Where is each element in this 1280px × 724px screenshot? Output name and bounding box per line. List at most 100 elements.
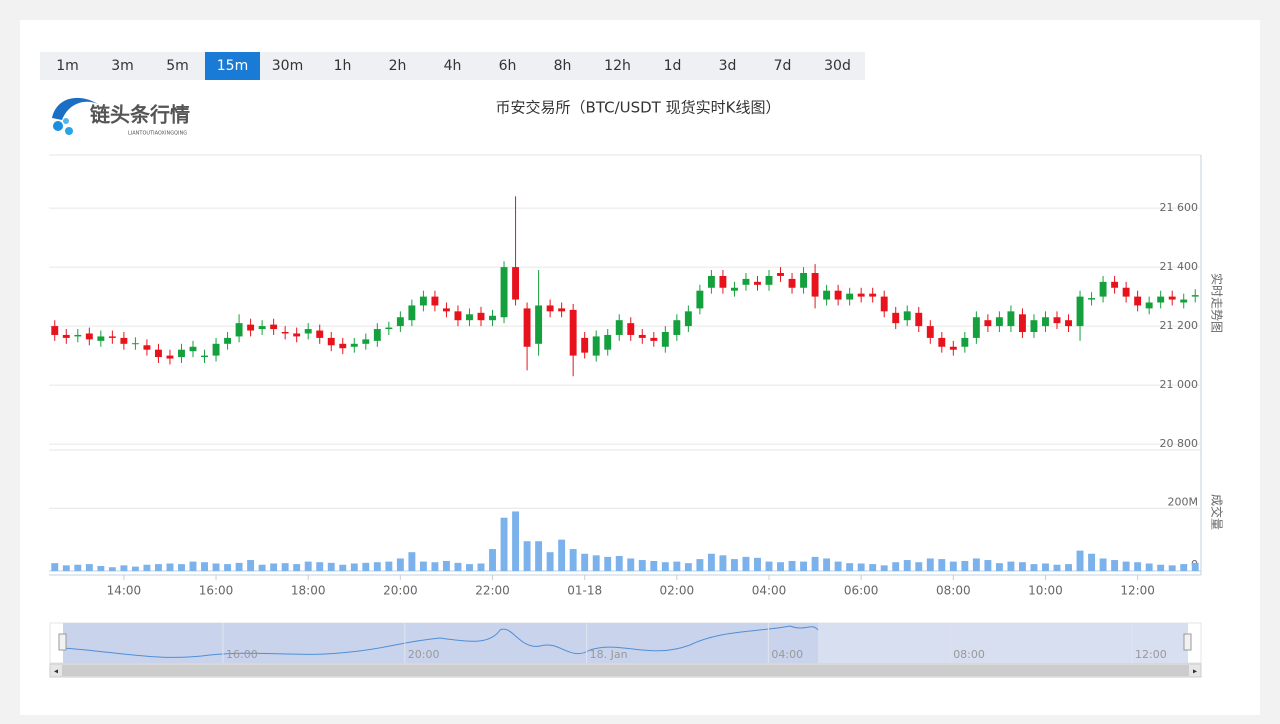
candle-body bbox=[270, 324, 278, 330]
candle-body bbox=[512, 267, 520, 300]
interval-button[interactable] bbox=[535, 52, 590, 80]
volume-bar bbox=[131, 566, 139, 571]
volume-bar bbox=[1007, 561, 1015, 571]
candle-body bbox=[696, 290, 704, 309]
interval-label[interactable]: 12h bbox=[604, 58, 631, 74]
interval-button[interactable] bbox=[315, 52, 370, 80]
candle-body bbox=[569, 309, 577, 356]
volume-bar bbox=[1122, 561, 1130, 571]
interval-label[interactable]: 3m bbox=[111, 58, 134, 74]
logo-wave bbox=[52, 97, 98, 120]
interval-label[interactable]: 4h bbox=[444, 58, 462, 74]
interval-button[interactable] bbox=[150, 52, 205, 80]
interval-label[interactable]: 3d bbox=[719, 58, 737, 74]
candle-body bbox=[304, 329, 312, 334]
volume-bar bbox=[903, 560, 911, 571]
volume-bar bbox=[823, 558, 831, 571]
interval-button[interactable] bbox=[260, 52, 315, 80]
candle-body bbox=[489, 315, 496, 321]
interval-label[interactable]: 1m bbox=[56, 58, 79, 74]
scroll-arrow[interactable]: ▸ bbox=[1193, 667, 1197, 676]
candle-body bbox=[592, 336, 600, 356]
candle-body bbox=[938, 337, 946, 347]
scroll-arrow[interactable]: ◂ bbox=[54, 667, 58, 676]
scrollbar-thumb[interactable] bbox=[62, 665, 1189, 676]
volume-bar bbox=[304, 561, 312, 571]
volume-bar bbox=[97, 565, 105, 571]
volume-bar bbox=[1145, 563, 1153, 571]
volume-bar bbox=[1018, 562, 1026, 571]
candle-body bbox=[1134, 296, 1142, 306]
x-tick-label: 06:00 bbox=[844, 584, 879, 598]
candle-body bbox=[500, 267, 508, 318]
volume-bar bbox=[327, 562, 335, 571]
interval-label[interactable]: 7d bbox=[774, 58, 792, 74]
volume-bar bbox=[166, 563, 174, 571]
interval-button[interactable] bbox=[205, 52, 260, 80]
interval-label[interactable]: 1h bbox=[334, 58, 352, 74]
volume-bar bbox=[684, 563, 692, 571]
navigator-label: 12:00 bbox=[1135, 648, 1167, 661]
interval-button[interactable] bbox=[425, 52, 480, 80]
interval-button[interactable] bbox=[810, 52, 865, 80]
candle-body bbox=[765, 275, 773, 285]
y-tick-label: 21 000 bbox=[1160, 378, 1199, 391]
logo-dot bbox=[65, 127, 73, 135]
volume-bar bbox=[154, 564, 162, 571]
volume-bar bbox=[74, 564, 82, 571]
candle-body bbox=[1042, 317, 1049, 327]
volume-bar bbox=[62, 565, 70, 571]
x-tick-label: 22:00 bbox=[475, 584, 510, 598]
navigator-label: 08:00 bbox=[953, 648, 985, 661]
volume-bar bbox=[938, 559, 946, 571]
navigator-selection[interactable] bbox=[63, 623, 818, 663]
interval-button[interactable] bbox=[40, 52, 95, 80]
candle-body bbox=[719, 275, 727, 288]
interval-label[interactable]: 30m bbox=[272, 58, 303, 74]
interval-button[interactable] bbox=[95, 52, 150, 80]
logo-dot bbox=[53, 121, 63, 131]
interval-label[interactable]: 1d bbox=[664, 58, 682, 74]
volume-bar bbox=[258, 564, 266, 571]
candle-body bbox=[258, 326, 266, 330]
volume-bar bbox=[224, 564, 232, 571]
candle-body bbox=[154, 349, 162, 358]
candle-body bbox=[454, 311, 462, 321]
volume-bar bbox=[638, 560, 646, 571]
volume-bar bbox=[984, 560, 992, 571]
volume-bar bbox=[419, 561, 427, 571]
navigator-handle[interactable] bbox=[58, 633, 67, 651]
candle-body bbox=[477, 312, 485, 321]
volume-bar bbox=[696, 559, 704, 571]
candle-body bbox=[408, 305, 416, 321]
candle-body bbox=[869, 293, 877, 297]
interval-label[interactable]: 5m bbox=[166, 58, 189, 74]
interval-label[interactable]: 8h bbox=[554, 58, 572, 74]
interval-label[interactable]: 2h bbox=[389, 58, 407, 74]
interval-label[interactable]: 6h bbox=[499, 58, 517, 74]
candle-body bbox=[811, 273, 819, 297]
volume-bar bbox=[143, 564, 151, 571]
interval-button[interactable] bbox=[700, 52, 755, 80]
interval-button[interactable] bbox=[370, 52, 425, 80]
interval-label[interactable]: 30d bbox=[824, 58, 851, 74]
volume-bar bbox=[51, 563, 59, 571]
interval-label[interactable]: 15m bbox=[217, 58, 248, 74]
volume-bar bbox=[742, 556, 750, 571]
interval-button[interactable] bbox=[590, 52, 645, 80]
candle-body bbox=[915, 312, 923, 327]
interval-button[interactable] bbox=[480, 52, 535, 80]
y-tick-label: 21 400 bbox=[1160, 260, 1199, 273]
candle-body bbox=[212, 343, 220, 356]
candle-body bbox=[661, 332, 669, 347]
candle-body bbox=[350, 343, 358, 347]
volume-bar bbox=[108, 567, 116, 571]
volume-bar bbox=[1030, 564, 1038, 571]
interval-button[interactable] bbox=[645, 52, 700, 80]
candle-body bbox=[108, 336, 116, 338]
interval-button[interactable] bbox=[755, 52, 810, 80]
volume-bar bbox=[512, 511, 520, 571]
navigator-handle[interactable] bbox=[1183, 633, 1192, 651]
volume-bar bbox=[316, 562, 324, 571]
